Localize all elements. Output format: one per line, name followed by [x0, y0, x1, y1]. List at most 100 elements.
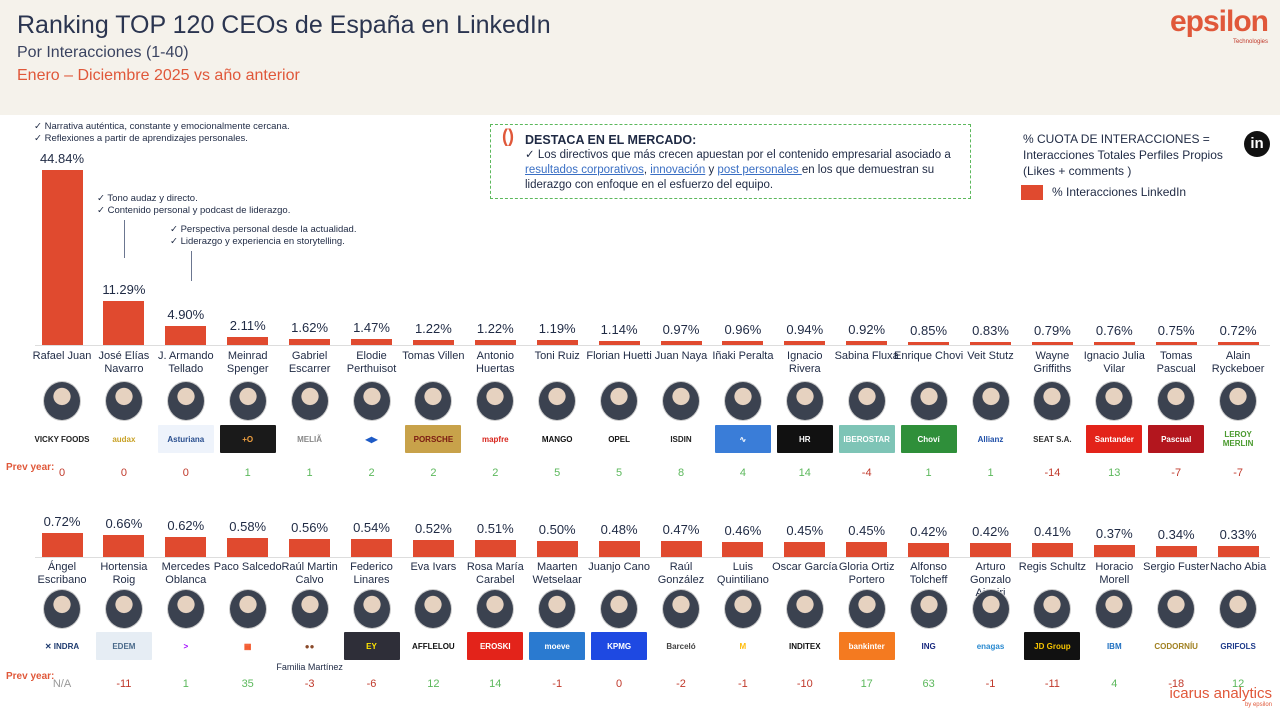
ceo-avatar[interactable]	[290, 589, 329, 629]
ceo-avatar[interactable]	[662, 589, 700, 629]
data-label: 1.62%	[291, 319, 329, 335]
ceo-avatar[interactable]	[971, 381, 1010, 421]
ceo-avatar[interactable]	[290, 381, 329, 421]
ceo-avatar[interactable]	[662, 381, 700, 421]
callout-title: DESTACA EN EL MERCADO:	[525, 133, 697, 147]
ceo-avatar[interactable]	[104, 589, 143, 629]
ceo-avatar[interactable]	[1157, 589, 1196, 629]
company-logo: MELIÃ	[281, 425, 338, 453]
bar	[474, 340, 516, 345]
note-rafael-juan: ✓ Narrativa auténtica, constante y emoci…	[34, 121, 290, 144]
bar	[722, 541, 764, 557]
company-logo: Barceló	[653, 632, 709, 660]
company-logo: JD Group	[1024, 632, 1081, 660]
bar	[1031, 341, 1073, 345]
bar	[1155, 342, 1197, 345]
prev-year-change: -18	[1168, 678, 1185, 690]
data-label: 0.41%	[1033, 524, 1071, 540]
link-resultados-corporativos[interactable]: resultados corporativos	[525, 164, 644, 176]
ceo-name: Ignacio Julia Vilar	[1083, 350, 1145, 375]
bar	[41, 533, 83, 557]
bar	[846, 341, 888, 345]
bar	[412, 340, 454, 345]
company-logo: EY	[343, 632, 400, 660]
ceo-name: Mercedes Oblanca	[161, 561, 210, 586]
ceo-avatar[interactable]	[352, 589, 391, 629]
bar	[598, 340, 640, 345]
ceo-avatar[interactable]	[228, 589, 267, 629]
ceo-avatar[interactable]	[600, 381, 639, 421]
company-logo: mapfre	[467, 425, 524, 453]
prev-year-change: 14	[489, 678, 502, 690]
data-label: 0.72%	[1219, 323, 1257, 338]
company-logo: ●●	[281, 632, 338, 660]
prev-year-change: 2	[430, 467, 437, 479]
ceo-avatar[interactable]	[414, 589, 453, 629]
ceo-avatar[interactable]	[414, 381, 453, 421]
data-label: 0.50%	[538, 521, 576, 537]
company-logo: ▦	[219, 632, 276, 660]
page-title: Ranking TOP 120 CEOs de España en Linked…	[17, 11, 551, 39]
chart-baseline	[35, 557, 1270, 558]
ceo-avatar[interactable]	[476, 381, 515, 421]
company-logo: KPMG	[591, 632, 648, 660]
ceo-avatar[interactable]	[723, 589, 762, 629]
ceo-name: Alfonso Tolcheff	[909, 561, 948, 586]
bar	[165, 325, 207, 345]
ceo-avatar[interactable]	[1095, 381, 1134, 421]
ceo-avatar[interactable]	[600, 589, 639, 629]
ceo-avatar[interactable]	[228, 381, 267, 421]
ceo-avatar[interactable]	[166, 589, 205, 629]
ceo-avatar[interactable]	[43, 589, 81, 629]
data-label: 0.66%	[105, 516, 143, 532]
ceo-avatar[interactable]	[1157, 381, 1196, 421]
ceo-name: Paco Salcedo	[213, 561, 282, 573]
prev-year-change: -4	[861, 467, 872, 479]
ceo-avatar[interactable]	[43, 381, 81, 421]
ceo-avatar[interactable]	[1095, 589, 1134, 629]
ceo-avatar[interactable]	[785, 589, 824, 629]
data-label: 0.97%	[662, 322, 700, 338]
ceo-avatar[interactable]	[352, 381, 391, 421]
ceo-name: Toni Ruiz	[534, 350, 580, 362]
ceo-avatar[interactable]	[166, 381, 205, 421]
ceo-avatar[interactable]	[909, 381, 948, 421]
ceo-avatar[interactable]	[847, 381, 886, 421]
ceo-avatar[interactable]	[538, 589, 577, 629]
prev-year-change: -1	[985, 678, 996, 690]
connector-line	[124, 220, 125, 258]
bar	[41, 170, 83, 345]
ceo-avatar[interactable]	[538, 381, 577, 421]
link-post-personales[interactable]: post personales	[717, 164, 802, 176]
ceo-avatar[interactable]	[1033, 381, 1072, 421]
ceo-name: Iñaki Peralta	[712, 350, 774, 362]
ceo-avatar[interactable]	[1219, 381, 1258, 421]
prev-year-change: N/A	[52, 678, 72, 690]
ceo-avatar[interactable]	[104, 381, 143, 421]
ceo-avatar[interactable]	[723, 381, 762, 421]
prev-year-change: -1	[552, 678, 563, 690]
prev-year-change: 2	[492, 467, 499, 479]
company-logo: Pascual	[1148, 425, 1205, 453]
company-logo: INDITEX	[776, 632, 833, 660]
bar	[1217, 342, 1259, 345]
ceo-avatar[interactable]	[909, 589, 948, 629]
ceo-avatar[interactable]	[1033, 589, 1072, 629]
ceo-avatar[interactable]	[476, 589, 515, 629]
data-label: 0.85%	[910, 322, 948, 338]
prev-year-change: 1	[306, 467, 313, 479]
prev-year-change: -10	[796, 678, 813, 690]
header-band: Ranking TOP 120 CEOs de España en Linked…	[0, 0, 1280, 115]
prev-year-change: 13	[1108, 467, 1121, 479]
prev-year-change: 12	[1231, 678, 1245, 690]
link-innovacion[interactable]: innovación	[650, 164, 706, 176]
ceo-avatar[interactable]	[1219, 589, 1258, 629]
bar	[1093, 342, 1135, 345]
ceo-avatar[interactable]	[971, 589, 1010, 629]
prev-year-label: Prev year:	[6, 462, 55, 473]
prev-year-change: 0	[182, 467, 189, 479]
ceo-name: Veit Stutz	[967, 350, 1014, 362]
ceo-avatar[interactable]	[847, 589, 886, 629]
ceo-avatar[interactable]	[785, 381, 824, 421]
callout-text: ✓ Los directivos que más crecen apuestan…	[525, 149, 951, 191]
